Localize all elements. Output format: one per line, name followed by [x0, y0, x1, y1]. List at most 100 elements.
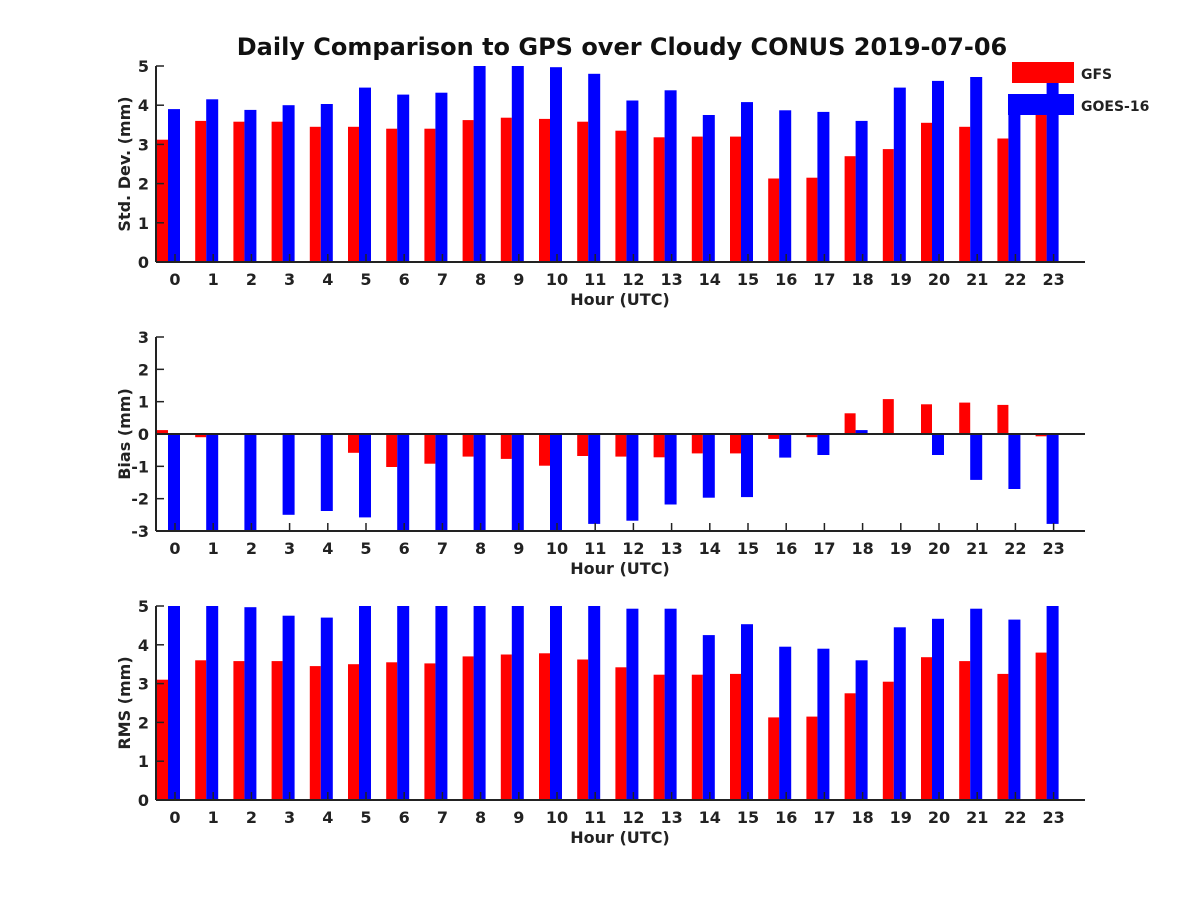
x-tick-label: 5 [360, 808, 371, 827]
bar-goes16-hour-21 [970, 434, 983, 480]
bar-goes16-hour-13 [664, 434, 677, 505]
bar-goes16-hour-12 [626, 434, 639, 521]
bar-goes16-hour-19 [893, 87, 906, 262]
bar-gfs-hour-2 [233, 121, 245, 262]
bar-goes16-hour-23 [1046, 606, 1059, 800]
legend-label-gfs: GFS [1081, 67, 1112, 83]
bar-gfs-hour-14 [691, 136, 703, 262]
bar-gfs-hour-6 [386, 434, 398, 467]
bar-gfs-hour-22 [997, 138, 1009, 262]
bar-goes16-hour-4 [320, 104, 333, 262]
bar-goes16-hour-0 [168, 109, 180, 262]
bar-goes16-hour-9 [511, 606, 524, 800]
bar-gfs-hour-21 [959, 126, 971, 262]
x-tick-label: 12 [622, 539, 644, 558]
x-tick-label: 9 [513, 270, 524, 289]
x-tick-label: 10 [546, 539, 568, 558]
y-tick-label: -2 [131, 490, 149, 509]
bar-gfs-hour-11 [577, 434, 589, 456]
bar-goes16-hour-2 [244, 434, 257, 531]
bar-gfs-hour-12 [615, 667, 627, 800]
x-tick-label: 13 [660, 270, 682, 289]
bar-goes16-hour-12 [626, 100, 639, 262]
y-tick-label: 2 [138, 713, 149, 732]
bar-goes16-hour-11 [588, 73, 601, 262]
bar-goes16-hour-16 [779, 646, 792, 800]
x-tick-label: 23 [1042, 539, 1064, 558]
bar-gfs-hour-16 [768, 178, 780, 262]
bar-gfs-hour-12 [615, 130, 627, 262]
y-tick-label: 1 [138, 214, 149, 233]
bar-goes16-hour-3 [282, 615, 295, 800]
bar-gfs-hour-8 [462, 120, 474, 262]
x-tick-label: 18 [851, 808, 873, 827]
x-tick-label: 22 [1004, 270, 1026, 289]
bar-gfs-hour-3 [271, 661, 283, 800]
x-tick-label: 19 [890, 808, 912, 827]
chart-title: Daily Comparison to GPS over Cloudy CONU… [237, 33, 1008, 61]
bar-gfs-hour-21 [959, 402, 971, 434]
bar-gfs-hour-14 [691, 674, 703, 800]
bar-goes16-hour-18 [855, 430, 868, 434]
y-tick-label: 2 [138, 175, 149, 194]
x-tick-label: 2 [246, 270, 257, 289]
y-tick-label: 1 [138, 752, 149, 771]
y-tick-label: 5 [138, 597, 149, 616]
bar-goes16-hour-7 [435, 606, 448, 800]
x-tick-label: 1 [208, 808, 219, 827]
x-tick-label: 19 [890, 539, 912, 558]
bar-goes16-hour-6 [397, 94, 410, 262]
bar-gfs-hour-16 [768, 717, 780, 800]
bar-goes16-hour-17 [817, 111, 830, 263]
bar-goes16-hour-11 [588, 434, 601, 524]
x-tick-label: 4 [322, 270, 333, 289]
x-tick-label: 15 [737, 270, 759, 289]
bar-gfs-hour-16 [768, 434, 780, 439]
x-tick-label: 16 [775, 539, 797, 558]
x-tick-label: 21 [966, 808, 988, 827]
x-tick-label: 13 [660, 808, 682, 827]
bar-goes16-hour-17 [817, 648, 830, 800]
bar-gfs-hour-22 [997, 673, 1009, 800]
bar-goes16-hour-22 [1008, 619, 1021, 800]
bar-gfs-hour-18 [844, 693, 856, 800]
bar-goes16-hour-7 [435, 434, 448, 531]
bar-gfs-hour-22 [997, 404, 1009, 434]
bar-gfs-hour-17 [806, 434, 818, 438]
y-tick-label: 3 [138, 328, 149, 347]
x-tick-label: 0 [169, 808, 180, 827]
bar-gfs-hour-20 [921, 404, 932, 434]
bar-gfs-hour-10 [539, 118, 550, 263]
legend-label-goes16: GOES-16 [1081, 99, 1149, 115]
x-tick-label: 21 [966, 539, 988, 558]
x-tick-label: 17 [813, 270, 835, 289]
x-tick-label: 10 [546, 270, 568, 289]
bar-goes16-hour-16 [779, 434, 792, 458]
x-tick-label: 7 [437, 270, 448, 289]
x-tick-label: 8 [475, 808, 486, 827]
bar-goes16-hour-5 [359, 87, 371, 262]
legend: GFS GOES-16 [1008, 62, 1149, 115]
bar-goes16-hour-9 [511, 434, 524, 531]
y-tick-label: 4 [138, 96, 149, 115]
bar-gfs-hour-21 [959, 661, 971, 800]
y-tick-label: 0 [138, 425, 149, 444]
bar-goes16-hour-20 [932, 80, 944, 263]
bar-gfs-hour-8 [462, 434, 474, 457]
y-tick-label: 5 [138, 57, 149, 76]
x-tick-label: 7 [437, 808, 448, 827]
bar-gfs-hour-5 [348, 664, 359, 800]
x-tick-label: 17 [813, 539, 835, 558]
x-tick-label: 1 [208, 270, 219, 289]
bar-gfs-hour-0 [157, 679, 168, 800]
bar-gfs-hour-19 [882, 149, 894, 262]
bar-gfs-hour-9 [500, 117, 512, 262]
bar-gfs-hour-5 [348, 126, 359, 262]
bar-goes16-hour-13 [664, 608, 677, 800]
x-tick-label: 20 [928, 270, 950, 289]
bar-gfs-hour-19 [882, 399, 894, 434]
x-tick-label: 17 [813, 808, 835, 827]
bar-goes16-hour-7 [435, 92, 448, 262]
bar-goes16-hour-16 [779, 110, 792, 262]
